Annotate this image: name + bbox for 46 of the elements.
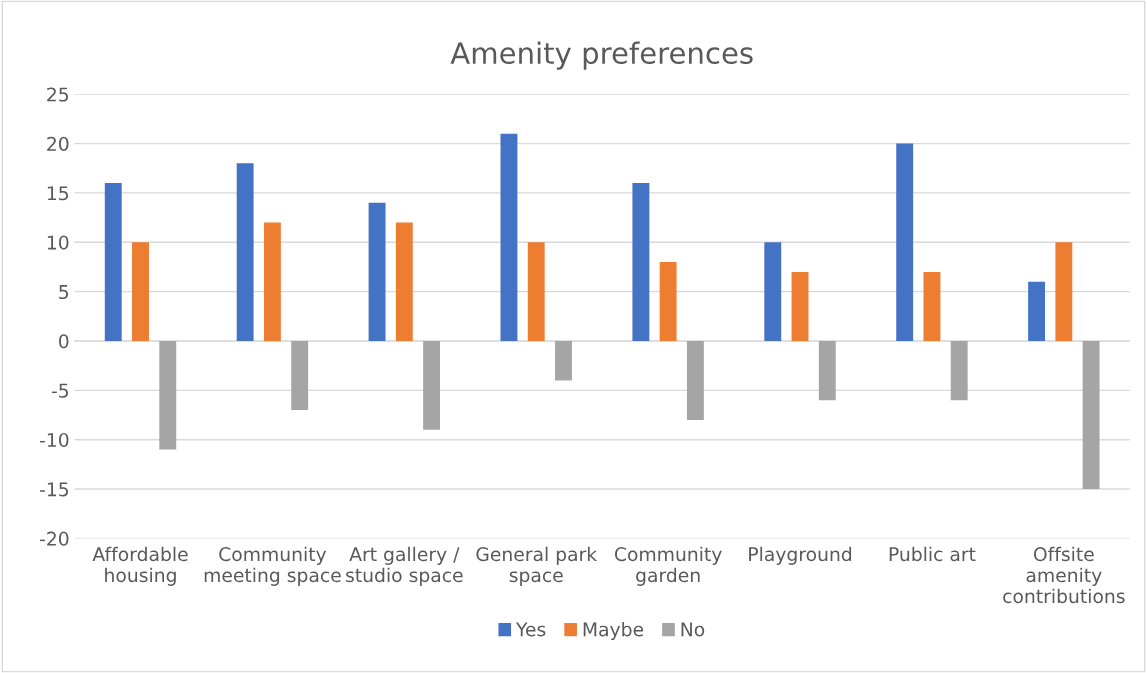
y-tick-label: 20 (47, 136, 69, 151)
legend-label: Maybe (583, 621, 644, 641)
bar (659, 262, 677, 341)
bar (104, 183, 122, 341)
y-tick-label: 0 (59, 334, 69, 349)
x-tick-label: Community meeting space (204, 546, 341, 586)
x-tick-label: Playground (749, 546, 852, 565)
bar (500, 133, 518, 341)
x-tick-label: Community garden (614, 546, 722, 586)
y-tick-label: 25 (47, 87, 69, 102)
chart-title: Amenity preferences (450, 41, 753, 70)
bar (923, 271, 941, 341)
bar (368, 202, 386, 341)
y-tick-label: -20 (39, 531, 69, 546)
bar (686, 340, 704, 420)
x-tick-label: Affordable housing (92, 546, 188, 586)
bar (555, 340, 572, 381)
y-tick-label: -15 (39, 482, 69, 497)
bar (764, 242, 782, 341)
x-tick-label: Art gallery / studio space (346, 546, 463, 586)
bar (527, 242, 545, 341)
y-tick-label: -10 (39, 432, 69, 448)
x-tick-label: Offsite amenity contributions (1003, 546, 1125, 604)
bar (395, 222, 413, 341)
bar (1055, 242, 1073, 341)
bar (132, 242, 149, 341)
y-tick-label: -5 (51, 383, 69, 398)
legend-label: No (681, 622, 705, 637)
bar (791, 271, 809, 341)
y-tick-label: 5 (59, 285, 69, 300)
bar (896, 143, 914, 341)
bar (632, 183, 650, 341)
bar (291, 340, 309, 411)
bar (1028, 281, 1046, 341)
bar (263, 222, 281, 341)
legend-label: Yes (515, 622, 546, 637)
x-tick-label: General park space (476, 546, 598, 586)
bar (1082, 340, 1100, 490)
bar (159, 340, 177, 450)
bar (818, 340, 836, 401)
x-tick-label: Public art (889, 546, 976, 562)
y-tick-label: 15 (47, 186, 69, 201)
bar (950, 340, 968, 401)
bar (423, 340, 441, 430)
y-tick-label: 10 (47, 235, 69, 250)
bar (236, 163, 254, 341)
